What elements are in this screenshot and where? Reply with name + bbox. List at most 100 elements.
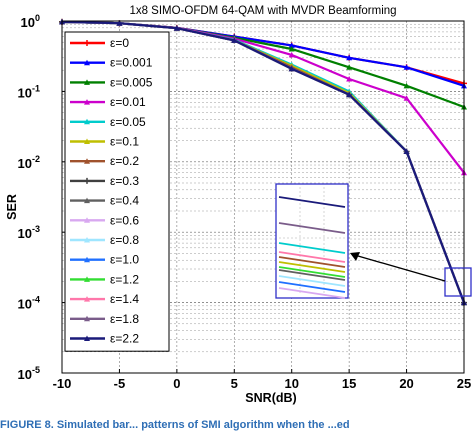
legend-label: ε=0.1 [110,135,139,149]
legend-label: ε=0.3 [110,174,139,188]
legend-entry: ε=0.01 [70,95,146,109]
legend-entry: ε=1.2 [70,272,139,286]
data-point [403,82,410,89]
legend-entry: ε=0.4 [70,194,139,208]
zoom-arrow-line [357,255,446,282]
data-point [288,46,295,52]
y-tick-label: 10-5 [18,365,40,382]
data-point [346,64,353,70]
inset-line [278,266,346,278]
y-tick-label: 10-4 [18,295,40,312]
legend-marker [84,237,90,243]
legend-label: ε=1.4 [110,292,139,306]
data-point [231,37,238,43]
y-axis-label: SER [5,194,19,220]
legend-marker [84,256,90,263]
zoom-arrow-head [350,252,360,261]
data-point [403,95,410,101]
legend-label: ε=1.8 [110,312,139,326]
inset-line [278,242,346,254]
x-tick-label: 15 [342,376,356,391]
x-tick-label: 20 [399,376,413,391]
y-tick-exponent: 0 [35,13,40,23]
plot-frame [61,20,465,374]
data-point [288,42,295,48]
legend-entry: ε=0.005 [70,75,153,89]
chart-title: 1x8 SIMO-OFDM 64-QAM with MVDR Beamformi… [129,5,396,17]
legend-marker [84,276,90,282]
x-tick-label: -5 [114,376,126,391]
data-point [346,91,353,98]
legend-entry: ε=0.1 [70,135,139,149]
legend: ε=0 ε=0.001 ε=0.005 ε=0.01 ε=0.05 ε=0.1 ε=0.2 ε… [64,31,170,352]
data-point [116,20,123,26]
legend-label: ε=0.001 [110,56,153,70]
legend-marker [84,79,90,85]
legend-label: ε=0.6 [110,213,139,227]
y-tick-exponent: -1 [32,83,40,93]
legend-marker [84,118,90,125]
legend-label: ε=0.2 [110,154,139,168]
legend-label: ε=1.0 [110,253,139,267]
legend-marker [84,296,90,302]
zoom-region-box [444,267,472,297]
y-tick-exponent: -4 [32,295,40,305]
legend-label: ε=0.8 [110,233,139,247]
legend-label: ε=1.2 [110,272,139,286]
inset-line [278,261,346,273]
data-point [403,64,410,70]
legend-marker [84,335,90,341]
legend-marker [84,217,90,223]
data-point [288,51,295,58]
legend-marker [84,177,90,184]
legend-label: ε=0.4 [110,194,139,208]
x-axis-label: SNR(dB) [245,391,296,405]
data-point [346,54,353,61]
legend-label: ε=0 [110,36,129,50]
inset-line [278,222,346,234]
zoom-inset [275,183,472,299]
legend-entry: ε=1.8 [70,312,139,326]
y-tick-exponent: -2 [32,154,40,164]
legend-marker [84,99,90,105]
legend-label: ε=2.2 [110,332,139,346]
legend-entry: ε=0.8 [70,233,139,247]
inset-line [278,256,346,268]
legend-entry: ε=1.0 [70,253,139,267]
legend-entry: ε=0 [70,36,129,50]
y-tick-label: 10-2 [18,154,40,171]
legend-entry: ε=1.4 [70,292,139,306]
grid [62,21,464,373]
legend-entry: ε=2.2 [70,332,139,346]
data-point [403,148,410,155]
legend-entry: ε=0.001 [70,56,153,70]
legend-entry: ε=0.6 [70,213,139,227]
data-point [173,25,180,31]
inset-line [278,287,346,299]
legend-label: ε=0.05 [110,115,146,129]
legend-marker [84,59,90,66]
legend-label: ε=0.005 [110,75,153,89]
inset-line [278,281,346,293]
data-point [346,76,353,82]
figure-caption: FIGURE 8. Simulated bar... patterns of S… [0,419,350,431]
y-tick-label: 10-3 [18,224,40,241]
x-tick-label: 0 [173,376,180,391]
x-tick-label: 5 [231,376,238,391]
legend-entry: ε=0.2 [70,154,139,168]
legend-marker [84,197,90,204]
data-point [288,65,295,72]
x-tick-label: 25 [457,376,471,391]
y-tick-exponent: -3 [32,224,40,234]
inset-line [278,275,346,287]
legend-entry: ε=0.3 [70,174,139,188]
x-tick-label: -10 [53,376,72,391]
legend-marker [84,158,90,164]
inset-line [278,269,346,281]
inset-line [278,196,346,208]
legend-marker [84,40,90,46]
inset-line [278,251,346,263]
x-tick-label: 10 [284,376,298,391]
legend-label: ε=0.01 [110,95,146,109]
